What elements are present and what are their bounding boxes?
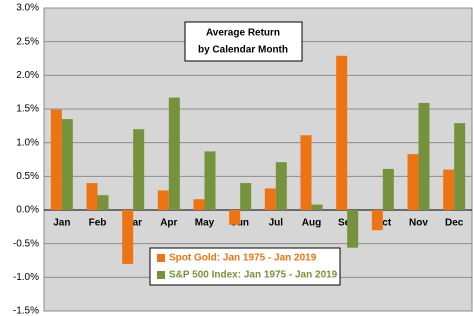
y-tick-label: 1.0% bbox=[16, 137, 39, 148]
bar bbox=[229, 210, 241, 225]
bar bbox=[86, 183, 98, 210]
bar bbox=[311, 204, 323, 210]
legend-label: Spot Gold: Jan 1975 - Jan 2019 bbox=[169, 253, 317, 264]
bar bbox=[336, 55, 348, 210]
bar bbox=[418, 102, 430, 210]
bar bbox=[133, 129, 145, 210]
bar bbox=[382, 168, 394, 210]
bar bbox=[371, 210, 383, 231]
x-tick-label: Mar bbox=[124, 218, 142, 229]
y-tick-label: 3.0% bbox=[16, 3, 39, 14]
x-tick-label: Nov bbox=[409, 218, 428, 229]
x-tick-label: Oct bbox=[374, 218, 391, 229]
y-tick-label: 0.0% bbox=[16, 205, 39, 216]
bar bbox=[240, 183, 252, 210]
legend bbox=[149, 247, 341, 286]
chart-title: Average Return bbox=[206, 28, 280, 39]
chart-subtitle: by Calendar Month bbox=[198, 45, 288, 56]
x-tick-label: Dec bbox=[445, 218, 464, 229]
bar bbox=[193, 199, 205, 210]
bar bbox=[264, 188, 276, 210]
bar bbox=[50, 109, 62, 210]
bar bbox=[97, 195, 109, 210]
title-box bbox=[184, 21, 303, 62]
bar bbox=[407, 154, 419, 210]
bar bbox=[443, 169, 455, 210]
x-tick-label: Jul bbox=[269, 218, 284, 229]
legend-swatch bbox=[157, 271, 165, 279]
y-tick-label: -1.0% bbox=[13, 272, 39, 283]
y-tick-label: -0.5% bbox=[13, 238, 39, 249]
y-tick-label: 1.5% bbox=[16, 104, 39, 115]
bar bbox=[204, 151, 216, 210]
y-tick-label: -1.5% bbox=[13, 306, 39, 316]
x-tick-label: Feb bbox=[89, 218, 107, 229]
x-tick-label: Aug bbox=[302, 218, 321, 229]
bar bbox=[157, 190, 169, 210]
y-tick-label: 0.5% bbox=[16, 171, 39, 182]
bar bbox=[300, 135, 312, 210]
bar bbox=[347, 210, 359, 248]
legend-swatch bbox=[157, 254, 165, 262]
bar bbox=[168, 97, 180, 210]
legend-label: S&P 500 Index: Jan 1975 - Jan 2019 bbox=[169, 270, 338, 281]
bar bbox=[122, 210, 134, 264]
bar bbox=[275, 162, 287, 210]
x-tick-label: May bbox=[195, 218, 215, 229]
bar bbox=[61, 119, 73, 210]
x-tick-label: Apr bbox=[160, 218, 177, 229]
y-tick-label: 2.0% bbox=[16, 70, 39, 81]
bar bbox=[454, 123, 466, 210]
x-tick-label: Jan bbox=[53, 218, 70, 229]
y-tick-label: 2.5% bbox=[16, 36, 39, 47]
